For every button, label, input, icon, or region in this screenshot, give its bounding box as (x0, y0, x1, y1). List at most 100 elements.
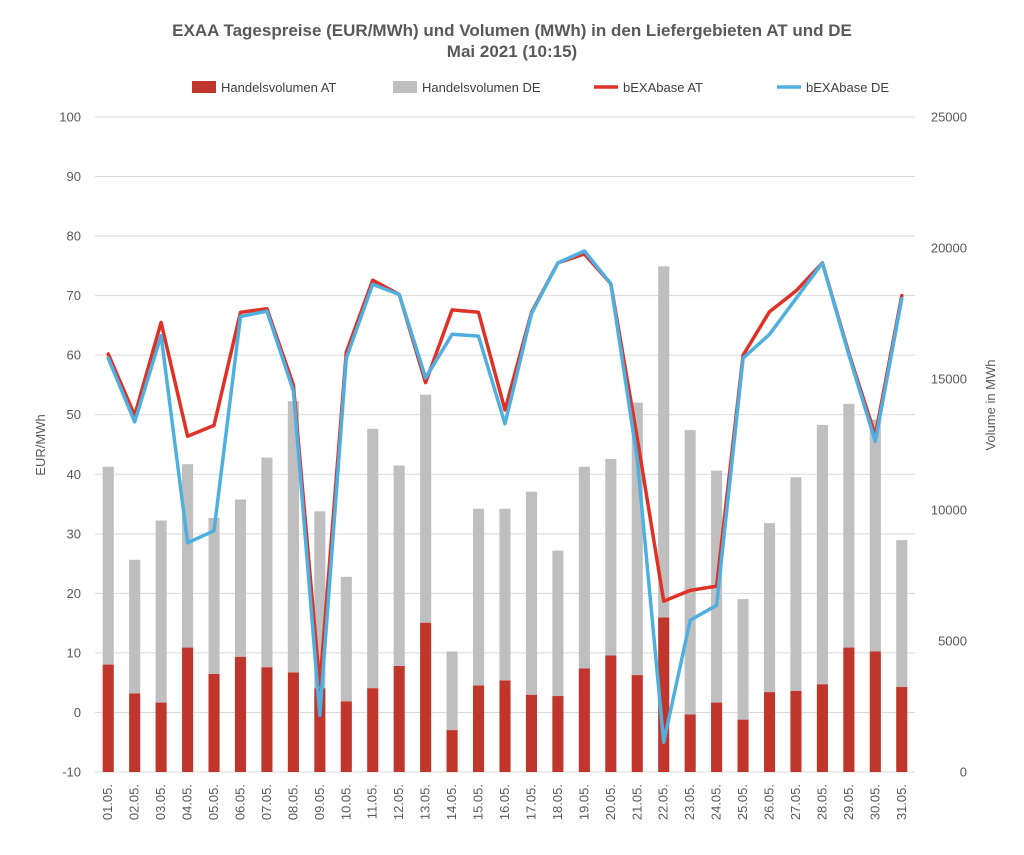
bar-handelsvolumen-at (182, 647, 194, 772)
left-tick-label: 40 (67, 467, 81, 482)
x-tick-label: 31.05. (894, 784, 909, 820)
left-tick-label: 20 (67, 586, 81, 601)
line-bexabase-de (106, 249, 904, 744)
bar-series (102, 266, 908, 772)
x-tick-label: 22.05. (656, 784, 671, 820)
bar-handelsvolumen-at (446, 730, 458, 772)
bar-handelsvolumen-de (261, 457, 273, 668)
line-series (106, 249, 904, 744)
bar-handelsvolumen-de (684, 430, 696, 715)
bar-handelsvolumen-de (314, 511, 326, 689)
bar-handelsvolumen-at (420, 622, 432, 772)
x-tick-label: 25.05. (735, 784, 750, 820)
right-axis-title: Volume in MWh (983, 359, 998, 450)
bar-handelsvolumen-at (314, 688, 326, 772)
bar-handelsvolumen-de (896, 540, 908, 687)
bar-handelsvolumen-de (182, 464, 194, 648)
left-tick-label: 90 (67, 169, 81, 184)
bar-handelsvolumen-at (208, 673, 220, 772)
bar-handelsvolumen-at (287, 672, 299, 772)
bar-handelsvolumen-at (472, 685, 485, 772)
x-tick-label: 11.05. (365, 784, 380, 819)
x-tick-label: 29.05. (841, 784, 856, 820)
bar-handelsvolumen-at (234, 656, 247, 772)
bar-handelsvolumen-de (763, 523, 776, 693)
x-tick-label: 06.05. (232, 784, 247, 820)
legend-label: Handelsvolumen AT (221, 80, 336, 95)
x-tick-label: 14.05. (444, 784, 459, 820)
left-axis-title: EUR/MWh (33, 414, 48, 475)
x-tick-label: 04.05. (180, 784, 195, 820)
x-tick-label: 17.05. (523, 784, 538, 820)
x-tick-label: 30.05. (867, 784, 882, 820)
chart-title-line: EXAA Tagespreise (EUR/MWh) und Volumen (… (172, 21, 852, 40)
bar-handelsvolumen-de (287, 401, 299, 673)
bar-handelsvolumen-de (737, 599, 749, 720)
bar-handelsvolumen-de (578, 466, 590, 669)
bar-handelsvolumen-de (525, 491, 538, 695)
x-tick-label: 19.05. (576, 784, 591, 820)
x-tick-label: 02.05. (127, 784, 142, 820)
bar-handelsvolumen-at (631, 675, 643, 772)
x-tick-label: 13.05. (418, 784, 433, 820)
bar-handelsvolumen-at (684, 714, 696, 772)
bar-handelsvolumen-at (843, 647, 855, 772)
x-tick-label: 08.05. (285, 784, 300, 820)
bar-handelsvolumen-at (340, 701, 352, 772)
bar-handelsvolumen-de (869, 419, 881, 652)
bar-handelsvolumen-de (367, 428, 379, 689)
bar-handelsvolumen-de (631, 402, 643, 676)
left-tick-label: 70 (67, 288, 81, 303)
right-tick-label: 0 (960, 765, 967, 780)
bar-handelsvolumen-at (155, 702, 167, 772)
x-tick-label: 28.05. (814, 784, 829, 820)
right-tick-label: 10000 (931, 503, 967, 518)
left-tick-label: 30 (67, 526, 81, 541)
x-tick-label: 05.05. (206, 784, 221, 820)
chart-subtitle-line: Mai 2021 (10:15) (446, 42, 578, 61)
bar-handelsvolumen-at (605, 655, 617, 772)
bar-handelsvolumen-at (816, 684, 828, 772)
x-tick-label: 07.05. (259, 784, 274, 820)
bar-handelsvolumen-at (790, 690, 802, 772)
left-tick-label: 10 (67, 645, 81, 660)
x-tick-label: 03.05. (153, 784, 168, 820)
bar-handelsvolumen-de (393, 465, 405, 666)
x-tick-label: 16.05. (497, 784, 512, 820)
bar-handelsvolumen-at (711, 702, 723, 772)
bar-handelsvolumen-de (155, 520, 167, 703)
bar-handelsvolumen-de (420, 394, 432, 623)
left-tick-label: 50 (67, 407, 81, 422)
legend-label: bEXAbase DE (806, 80, 889, 95)
left-tick-label: 0 (74, 705, 81, 720)
bar-handelsvolumen-de (816, 424, 828, 685)
x-tick-label: 10.05. (338, 784, 353, 820)
x-tick-label: 20.05. (603, 784, 618, 820)
legend-label: Handelsvolumen DE (422, 80, 541, 95)
right-tick-label: 15000 (931, 372, 967, 387)
bar-handelsvolumen-de (234, 499, 247, 657)
right-tick-label: 5000 (938, 634, 967, 649)
bar-handelsvolumen-at (499, 680, 511, 772)
left-tick-label: 60 (67, 348, 81, 363)
x-tick-label: 23.05. (682, 784, 697, 820)
bar-handelsvolumen-at (393, 665, 405, 772)
x-tick-label: 27.05. (788, 784, 803, 820)
legend-label: bEXAbase AT (623, 80, 703, 95)
bar-handelsvolumen-de (790, 477, 802, 691)
bar-handelsvolumen-at (367, 688, 379, 772)
left-tick-label: 80 (67, 229, 81, 244)
bar-handelsvolumen-de (446, 651, 458, 731)
bar-handelsvolumen-at (129, 693, 141, 772)
right-axis: 0 5000 10000 15000 20000 25000 (931, 110, 967, 780)
bar-handelsvolumen-at (869, 651, 881, 772)
bar-handelsvolumen-at (102, 664, 114, 772)
bar-handelsvolumen-at (737, 719, 749, 772)
x-tick-label: 18.05. (550, 784, 565, 820)
x-tick-label: 12.05. (391, 784, 406, 820)
bar-handelsvolumen-at (763, 692, 776, 772)
bar-handelsvolumen-de (102, 466, 114, 665)
right-tick-label: 25000 (931, 110, 967, 125)
bar-handelsvolumen-at (896, 686, 908, 772)
